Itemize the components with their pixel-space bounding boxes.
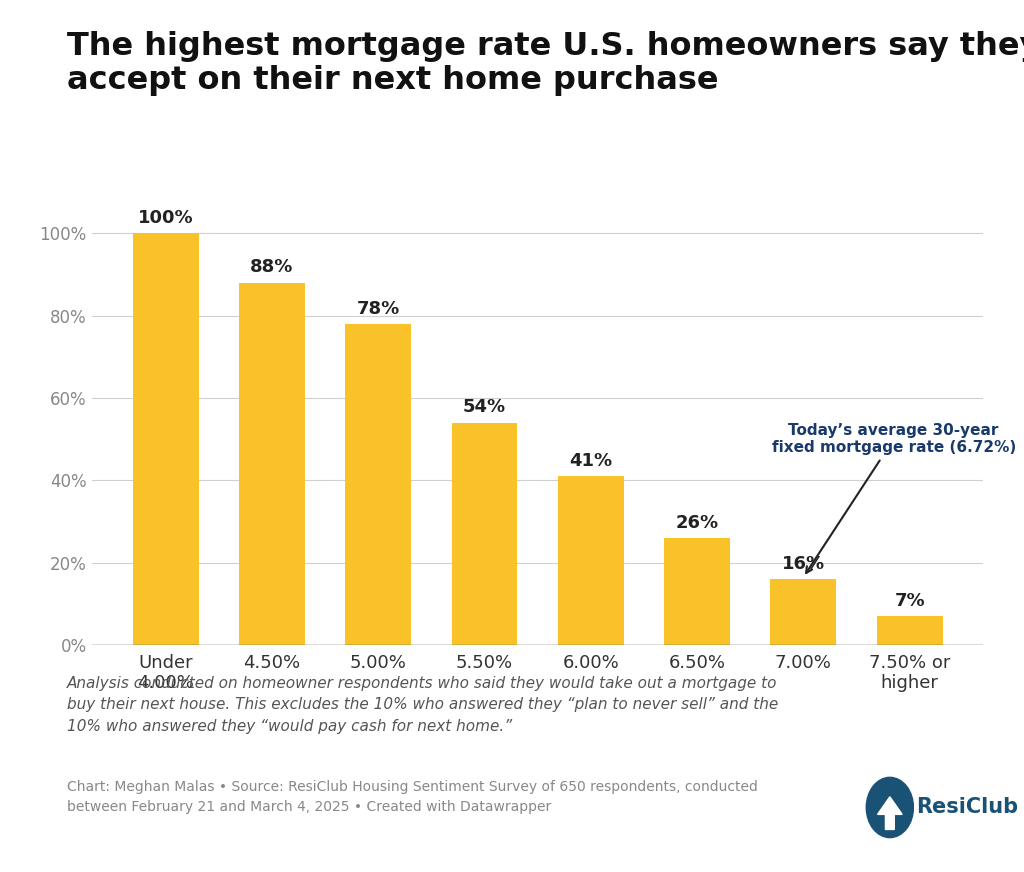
Text: accept on their next home purchase: accept on their next home purchase <box>67 65 718 97</box>
Text: ResiClub: ResiClub <box>916 797 1019 816</box>
Text: 16%: 16% <box>781 555 825 573</box>
Text: 78%: 78% <box>356 300 399 317</box>
Circle shape <box>866 777 913 838</box>
Bar <box>345 324 411 645</box>
Bar <box>665 538 730 645</box>
Bar <box>877 617 942 645</box>
Text: 26%: 26% <box>676 514 719 532</box>
FancyArrow shape <box>878 797 902 829</box>
Text: Chart: Meghan Malas • Source: ResiClub Housing Sentiment Survey of 650 responden: Chart: Meghan Malas • Source: ResiClub H… <box>67 780 758 814</box>
Bar <box>133 233 199 645</box>
Text: The highest mortgage rate U.S. homeowners say they’d: The highest mortgage rate U.S. homeowner… <box>67 31 1024 62</box>
Text: 88%: 88% <box>250 258 294 276</box>
Text: Today’s average 30-year
fixed mortgage rate (6.72%): Today’s average 30-year fixed mortgage r… <box>771 423 1016 573</box>
Bar <box>558 476 624 645</box>
Text: Analysis conducted on homeowner respondents who said they would take out a mortg: Analysis conducted on homeowner responde… <box>67 676 778 734</box>
Bar <box>239 283 305 645</box>
Bar <box>452 423 517 645</box>
Bar <box>770 579 837 645</box>
Text: 41%: 41% <box>569 452 612 470</box>
Text: 7%: 7% <box>894 592 925 610</box>
Text: 54%: 54% <box>463 399 506 417</box>
Text: 100%: 100% <box>138 209 194 227</box>
